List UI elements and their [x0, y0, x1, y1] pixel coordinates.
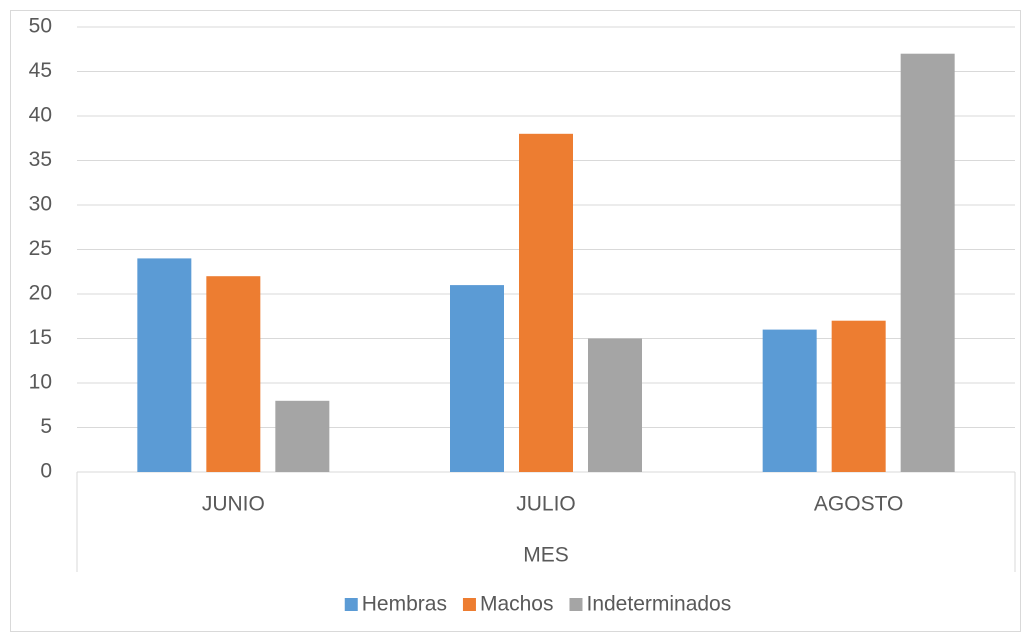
y-tick-label: 0 — [40, 460, 52, 483]
legend-swatch — [344, 598, 358, 611]
x-tick-label: JULIO — [516, 493, 576, 516]
y-tick-label: 20 — [29, 282, 52, 305]
bar — [900, 53, 955, 472]
legend-swatch — [462, 598, 476, 611]
y-tick-label: 5 — [40, 415, 52, 438]
x-tick-label: AGOSTO — [814, 493, 903, 516]
bar — [275, 400, 330, 472]
y-tick-label: 25 — [29, 237, 52, 260]
bar — [762, 329, 817, 472]
y-tick-label: 45 — [29, 59, 52, 82]
legend-label: Machos — [480, 593, 554, 616]
y-tick-label: 10 — [29, 371, 52, 394]
bar — [206, 276, 261, 472]
legend-label: Hembras — [362, 593, 447, 616]
bar — [519, 133, 573, 473]
y-tick-label: 35 — [29, 148, 52, 171]
bar — [588, 338, 642, 472]
bar — [831, 320, 886, 472]
y-tick-label: 40 — [29, 104, 52, 127]
y-tick-label: 15 — [29, 326, 52, 349]
bar — [137, 258, 192, 472]
y-tick-label: 50 — [29, 15, 52, 38]
bar — [450, 285, 504, 472]
x-axis-title: MES — [523, 544, 569, 567]
legend-label: Indeterminados — [586, 593, 731, 616]
legend-swatch — [569, 598, 583, 611]
y-tick-label: 30 — [29, 193, 52, 216]
x-tick-label: JUNIO — [202, 493, 265, 516]
